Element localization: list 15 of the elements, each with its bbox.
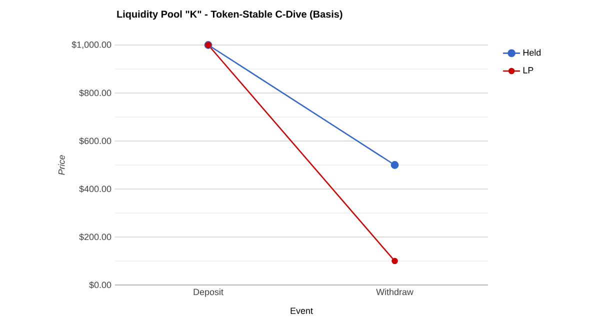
x-tick-label: Deposit: [194, 288, 224, 297]
y-tick-label: $600.00: [79, 137, 112, 145]
x-tick-label: Withdraw: [376, 288, 414, 296]
point: [392, 258, 398, 264]
y-tick-label: $800.00: [79, 89, 112, 97]
legend-label: Held: [523, 49, 541, 56]
legend-label: LP: [523, 67, 534, 74]
y-tick-label: $0.00: [89, 281, 112, 289]
y-tick-label: $400.00: [79, 185, 112, 193]
point: [390, 161, 399, 169]
chart-title: Liquidity Pool "K" - Token-Stable C-Dive (Basis): [117, 10, 342, 20]
y-tick-label: $1,000.00: [72, 41, 112, 49]
y-axis-title: Price: [58, 155, 65, 175]
x-axis-title: Event: [290, 308, 313, 314]
y-tick-label: $200.00: [79, 233, 112, 241]
